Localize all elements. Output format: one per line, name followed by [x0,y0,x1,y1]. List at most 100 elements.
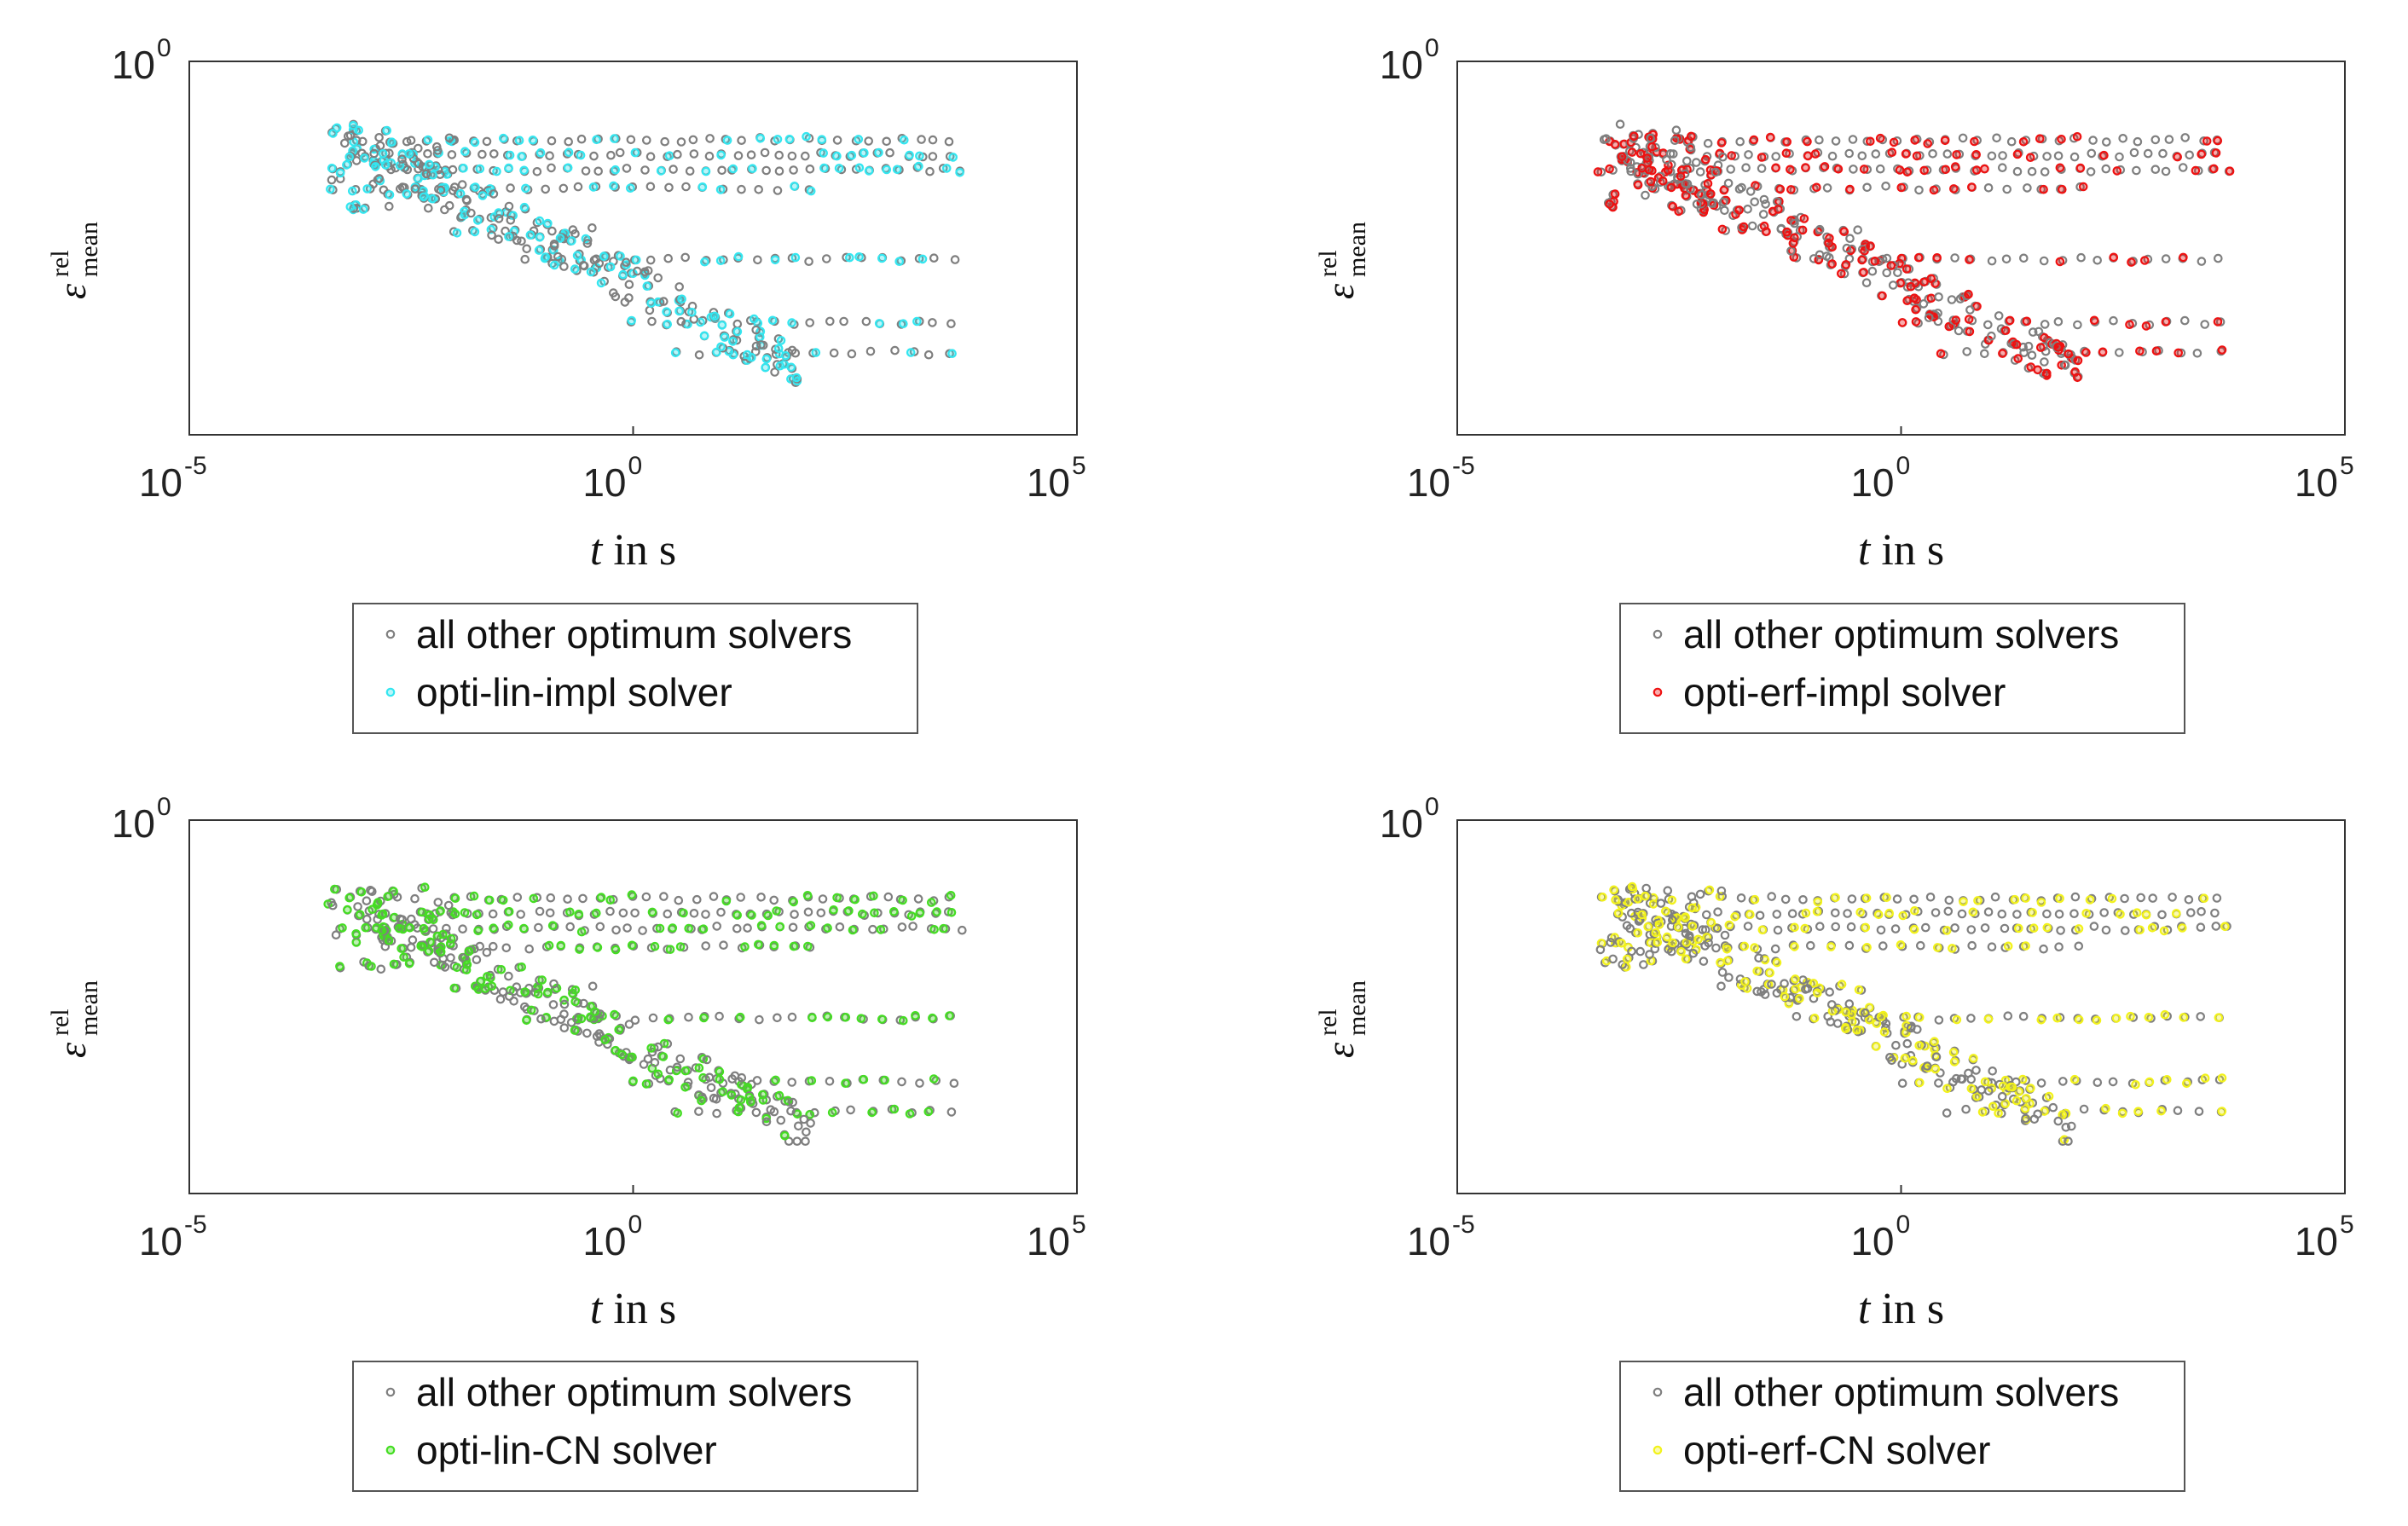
point-highlight-solver [492,166,501,176]
point-highlight-solver [438,929,448,939]
point-other-solvers [397,154,407,164]
point-other-solvers [406,914,416,924]
point-highlight-solver [2036,898,2046,907]
point-highlight-solver [1617,152,1627,161]
point-highlight-solver [394,923,404,934]
point-highlight-solver [914,161,923,171]
point-highlight-solver [864,166,874,176]
point-highlight-solver [1909,924,1919,934]
point-highlight-solver [1676,171,1686,181]
point-other-solvers [495,994,506,1004]
point-highlight-solver [1941,165,1950,175]
point-other-solvers [2157,910,2167,920]
point-other-solvers [546,893,556,903]
point-other-solvers [2028,327,2038,337]
point-other-solvers [1720,930,1730,940]
point-other-solvers [576,134,587,144]
point-other-solvers [1942,149,1953,159]
point-other-solvers [645,255,656,265]
point-other-solvers [958,925,967,935]
point-highlight-solver [1717,224,1728,234]
point-other-solvers [1853,225,1862,234]
point-highlight-solver [489,923,498,933]
point-highlight-solver [423,135,433,145]
point-highlight-solver [2161,317,2171,327]
point-highlight-solver [2092,1015,2102,1026]
point-highlight-solver [1629,131,1639,142]
point-other-solvers [384,201,394,211]
point-other-solvers [803,907,813,917]
point-highlight-solver [1681,954,1691,964]
point-highlight-solver [378,909,388,919]
point-highlight-solver [1841,260,1851,269]
point-other-solvers [1957,909,1967,919]
point-highlight-solver [1949,1057,1959,1066]
point-other-solvers [353,902,362,911]
point-other-solvers [882,136,891,147]
point-other-solvers [917,135,926,144]
point-other-solvers [1947,295,1957,304]
point-highlight-solver [756,921,767,930]
point-highlight-solver [1879,1027,1890,1037]
point-highlight-solver [1687,903,1697,913]
point-highlight-solver [740,942,750,951]
point-other-solvers [715,1011,724,1021]
point-other-solvers [1726,165,1735,174]
point-other-solvers [1718,197,1728,207]
point-other-solvers [478,149,487,159]
point-other-solvers [800,151,810,161]
point-highlight-solver [867,1107,877,1118]
point-highlight-solver [529,893,539,904]
point-highlight-solver [1912,151,1922,161]
point-other-solvers [1815,250,1825,260]
point-other-solvers [1961,1104,1971,1114]
point-highlight-solver [827,1107,837,1118]
y-axis-variable: ε [1318,1042,1362,1058]
point-highlight-solver [732,327,743,337]
point-highlight-solver [894,257,904,266]
point-other-solvers [1638,909,1648,918]
point-highlight-solver [459,164,468,173]
point-other-solvers [327,900,338,910]
point-highlight-solver [680,1083,690,1092]
point-highlight-solver [358,205,368,214]
point-highlight-solver [709,311,720,321]
point-highlight-solver [1611,895,1620,905]
point-highlight-solver [1988,1101,1998,1112]
point-highlight-solver [362,184,372,194]
point-other-solvers [1854,1026,1863,1037]
point-other-solvers [2108,1077,2118,1087]
point-other-solvers [369,148,379,159]
point-highlight-solver [1641,891,1650,901]
point-highlight-solver [1865,1015,1874,1025]
point-other-solvers [2091,1014,2100,1024]
point-highlight-solver [361,922,370,933]
point-other-solvers [1971,1066,1981,1075]
point-other-solvers [733,151,744,160]
point-highlight-solver [662,307,671,316]
point-highlight-solver [668,923,678,933]
point-other-solvers [1987,151,1997,161]
point-highlight-solver [2141,321,2151,331]
point-other-solvers [1803,984,1813,993]
point-highlight-solver [892,165,902,175]
point-other-solvers [1750,197,1759,207]
point-other-solvers [616,1023,626,1033]
point-other-solvers [2093,1078,2103,1087]
point-highlight-solver [2200,1073,2210,1083]
legend-label: opti-erf-impl solver [1683,670,2006,714]
x-axis-label: t in s [1858,1285,1944,1333]
point-highlight-solver [857,909,867,919]
point-other-solvers [2129,147,2139,158]
point-other-solvers [761,909,772,919]
point-other-solvers [570,228,580,239]
point-other-solvers [846,1105,855,1115]
point-other-solvers [653,273,663,283]
point-other-solvers [1743,922,1753,931]
point-highlight-solver [2074,924,2084,934]
point-other-solvers [1711,943,1721,953]
point-highlight-solver [728,164,738,174]
point-other-solvers [1718,152,1728,162]
x-tick-exponent: 0 [628,1211,643,1239]
